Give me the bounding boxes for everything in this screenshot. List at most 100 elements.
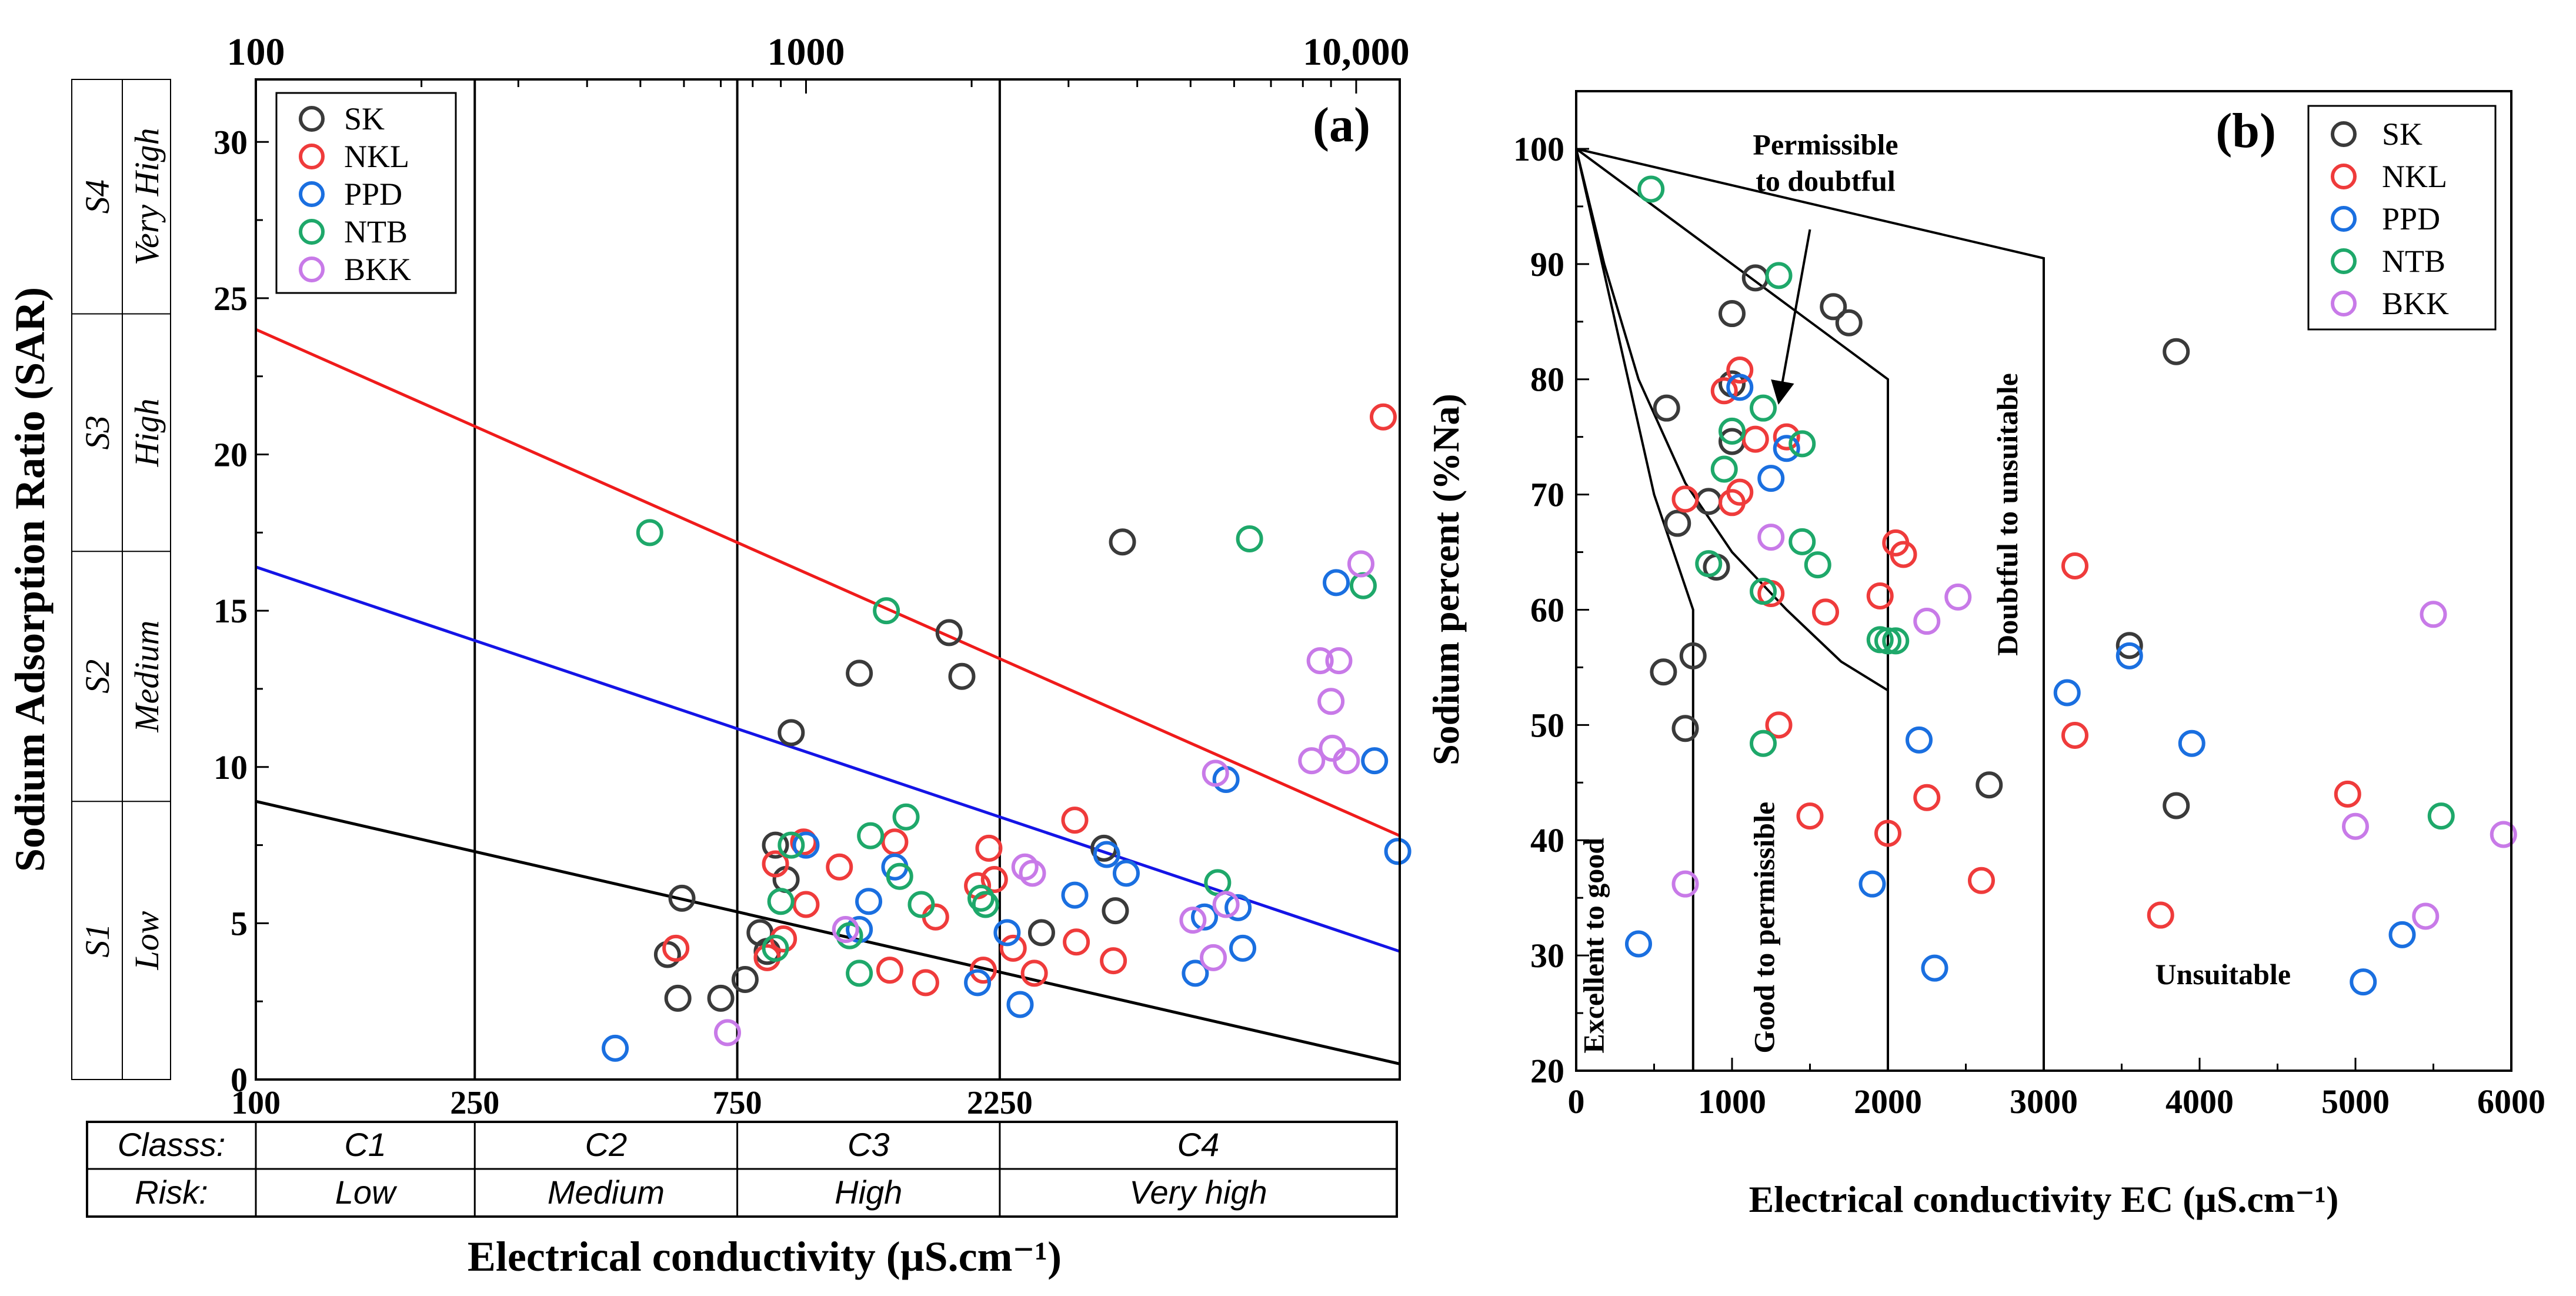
panel-a-sar-class-column: S1 Low S2 Medium S3 High S4 Very High <box>71 79 171 1080</box>
point-a-nkl <box>826 853 853 881</box>
point-a-ppd <box>1224 894 1252 921</box>
point-a-ntb <box>892 803 920 831</box>
point-b-nkl <box>1812 598 1839 626</box>
sar-class-code-s2: S2 <box>78 659 116 694</box>
point-b-sk <box>1650 658 1677 686</box>
y-tick-label-20: 20 <box>1530 1052 1564 1090</box>
permissible-doubtful-boundary <box>1575 148 1889 1071</box>
point-a-sk <box>1027 919 1055 947</box>
point-a-ntb <box>972 891 999 918</box>
point-b-nkl <box>2147 901 2174 929</box>
point-b-nkl <box>1710 377 1738 405</box>
point-b-sk <box>2163 792 2190 819</box>
sar-class-risk-s2: Medium <box>128 621 166 733</box>
point-b-ppd <box>1921 954 1948 982</box>
point-a-nkl <box>753 944 781 971</box>
bottom-tick-label-750: 750 <box>713 1085 762 1121</box>
point-b-bkk <box>2420 601 2447 628</box>
panel-b-points <box>1625 175 2517 996</box>
point-a-ntb <box>778 831 805 859</box>
ec-class-risk-c1: Low <box>335 1174 398 1211</box>
y-tick-label-30: 30 <box>213 123 248 161</box>
point-a-bkk <box>1347 550 1374 578</box>
point-a-nkl <box>792 891 820 918</box>
point-b-ntb <box>1788 528 1816 555</box>
point-b-ntb <box>1719 417 1746 445</box>
point-a-sk <box>762 831 789 859</box>
point-b-sk <box>1719 300 1746 328</box>
doubtful-unsuitable-boundary <box>1576 147 2045 1071</box>
point-b-ppd <box>1906 726 1933 754</box>
point-a-ppd <box>1061 881 1089 909</box>
panel-a-ylabel: Sodium Adsorption Ratio (SAR) <box>6 287 54 872</box>
point-a-sk <box>1102 897 1129 925</box>
legend-label-sk: SK <box>344 101 385 136</box>
point-a-nkl <box>881 828 909 856</box>
point-b-ntb <box>1637 175 1665 203</box>
point-a-bkk <box>1298 747 1326 775</box>
point-b-sk <box>1820 293 1847 321</box>
point-b-nkl <box>1765 711 1793 739</box>
point-b-ppd <box>1757 465 1785 492</box>
point-b-sk <box>1695 488 1723 515</box>
bottom-tick-label-250: 250 <box>450 1085 499 1121</box>
point-b-nkl <box>1796 802 1824 830</box>
point-a-sk <box>1109 528 1136 556</box>
point-a-ppd <box>1182 959 1209 987</box>
point-a-bkk <box>1200 944 1227 971</box>
point-a-ppd <box>1190 903 1218 931</box>
x-tick-label-0: 0 <box>1568 1082 1585 1121</box>
point-a-nkl <box>969 957 997 984</box>
point-b-sk <box>1976 771 2003 799</box>
point-b-bkk <box>1913 608 1941 635</box>
point-b-ntb <box>1750 729 1777 757</box>
point-a-nkl <box>975 834 1003 862</box>
ec-class-code-c1: C1 <box>344 1126 386 1163</box>
panel-a-plot-frame <box>255 78 1401 1081</box>
point-a-nkl <box>762 850 789 878</box>
point-a-ppd <box>1384 838 1412 865</box>
y-tick-label-5: 5 <box>231 904 248 942</box>
sar-class-risk-s4: Very High <box>128 128 166 265</box>
point-a-nkl <box>662 934 690 962</box>
legend-label-bkk: BKK <box>344 252 411 287</box>
bottom-tick-label-100: 100 <box>231 1085 281 1121</box>
legend-marker-sk <box>299 106 325 132</box>
sar-class-risk-s3: High <box>128 398 166 467</box>
sar-class-code-s1: S1 <box>78 924 116 958</box>
panel-b-zone-boundaries <box>1575 147 2045 1071</box>
point-a-nkl <box>1100 947 1127 975</box>
point-a-ppd <box>792 831 820 859</box>
point-a-ppd <box>1112 859 1140 887</box>
point-a-nkl <box>1061 807 1089 834</box>
point-a-ntb <box>886 862 913 890</box>
point-b-ppd <box>1625 930 1652 958</box>
legend-marker-bkk <box>299 256 325 282</box>
legend-label-ppd: PPD <box>2382 201 2440 236</box>
point-a-ntb <box>907 891 935 918</box>
point-a-ppd <box>855 888 883 915</box>
ec-table-class-header: Classs: <box>118 1126 226 1163</box>
sar-class-box <box>71 79 171 1080</box>
point-a-nkl <box>1369 403 1397 431</box>
point-b-ntb <box>1750 394 1777 422</box>
point-b-bkk <box>2412 902 2440 930</box>
point-b-nkl <box>1726 357 1754 384</box>
point-a-ppd <box>1093 841 1120 868</box>
point-a-sk <box>846 659 873 687</box>
panel-a-label: (a) <box>1313 98 1370 152</box>
point-b-ppd <box>1773 435 1800 462</box>
point-a-sk <box>948 662 976 690</box>
point-a-ntb <box>857 822 885 849</box>
x-tick-label-5000: 5000 <box>2321 1082 2390 1121</box>
point-a-sk <box>664 984 692 1012</box>
y-tick-label-15: 15 <box>213 592 248 630</box>
point-b-ntb <box>2427 802 2455 830</box>
annotation-arrow <box>1771 229 1811 405</box>
legend-marker-bkk <box>2331 291 2357 316</box>
point-b-ppd <box>1726 374 1754 401</box>
sar-boundary-blue-line <box>255 565 1400 953</box>
point-a-bkk <box>1179 907 1207 934</box>
panel-a-gridlines <box>473 79 1001 1080</box>
point-b-nkl <box>2334 780 2361 808</box>
